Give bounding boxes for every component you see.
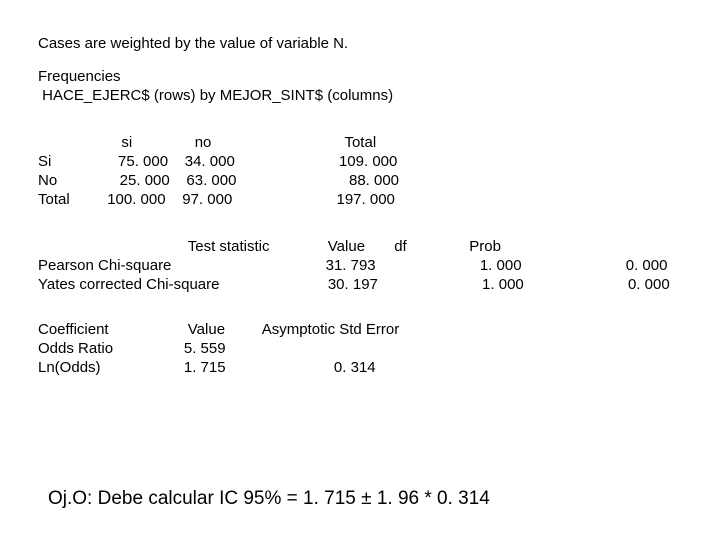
- calculation-note: Oj.O: Debe calcular IC 95% = 1. 715 ± 1.…: [48, 488, 490, 510]
- crosstab-column-headers: si no Total: [38, 134, 720, 151]
- frequencies-title: Frequencies: [38, 68, 720, 85]
- weighted-note: Cases are weighted by the value of varia…: [38, 35, 720, 52]
- crosstab-row-total: Total 100. 000 97. 000 197. 000: [38, 191, 720, 208]
- crosstab-row-no: No 25. 000 63. 000 88. 000: [38, 172, 720, 189]
- coefficient-header: Coefficient Value Asymptotic Std Error: [38, 321, 720, 338]
- stats-output: Cases are weighted by the value of varia…: [0, 0, 720, 376]
- odds-ratio-row: Odds Ratio 5. 559: [38, 340, 720, 357]
- test-statistic-header: Test statistic Value df Prob: [38, 238, 720, 255]
- crosstab-description: HACE_EJERC$ (rows) by MEJOR_SINT$ (colum…: [38, 87, 720, 104]
- ln-odds-row: Ln(Odds) 1. 715 0. 314: [38, 359, 720, 376]
- crosstab-row-si: Si 75. 000 34. 000 109. 000: [38, 153, 720, 170]
- pearson-chi-square-row: Pearson Chi-square 31. 793 1. 000 0. 000: [38, 257, 720, 274]
- yates-chi-square-row: Yates corrected Chi-square 30. 197 1. 00…: [38, 276, 720, 293]
